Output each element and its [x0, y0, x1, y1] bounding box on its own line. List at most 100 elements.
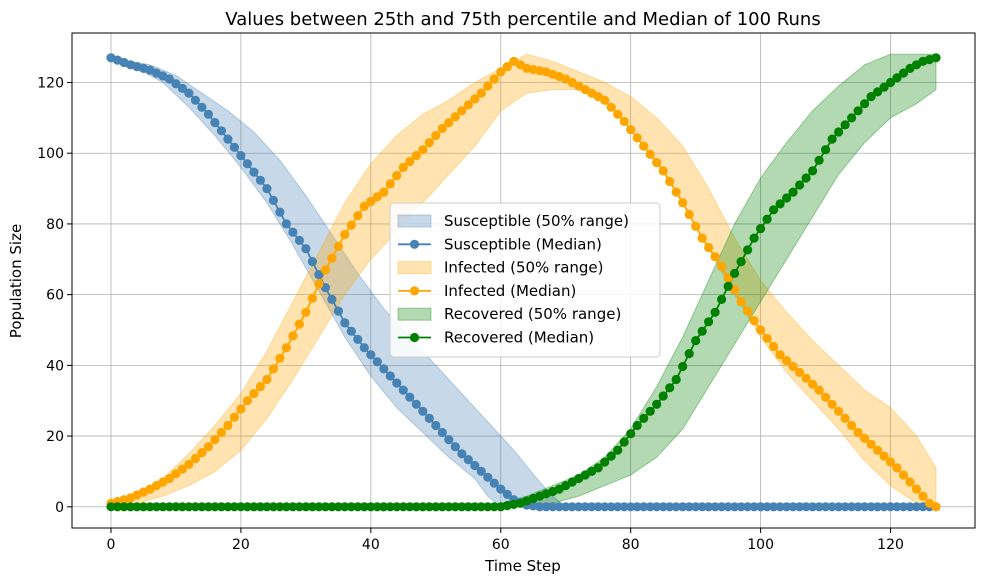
- susceptible-median-point: [743, 502, 753, 512]
- susceptible-median-point: [340, 318, 350, 328]
- y-tick-label: 120: [37, 76, 64, 92]
- susceptible-median-point: [762, 502, 772, 512]
- recovered-median-point: [242, 502, 252, 512]
- recovered-median-point: [613, 445, 623, 455]
- infected-median-point: [931, 502, 941, 512]
- infected-median-point: [626, 125, 636, 135]
- infected-median-point: [242, 396, 252, 406]
- infected-median-point: [860, 433, 870, 443]
- infected-median-point: [470, 94, 480, 104]
- recovered-median-point: [138, 502, 149, 512]
- infected-median-point: [866, 439, 876, 449]
- susceptible-median-point: [437, 427, 447, 438]
- susceptible-median-point: [665, 502, 675, 512]
- susceptible-median-point: [353, 334, 363, 344]
- susceptible-median-point: [275, 207, 285, 217]
- recovered-median-point: [379, 502, 389, 512]
- infected-median-point: [197, 448, 207, 458]
- infected-median-point: [190, 453, 200, 464]
- recovered-median-point: [671, 374, 681, 385]
- recovered-median-point: [470, 502, 480, 512]
- recovered-median-point: [158, 502, 168, 512]
- recovered-median-point: [177, 502, 187, 512]
- recovered-median-point: [346, 502, 356, 512]
- legend-label: Susceptible (50% range): [444, 212, 629, 230]
- susceptible-median-point: [457, 449, 467, 459]
- susceptible-median-point: [860, 502, 870, 512]
- susceptible-median-point: [639, 502, 649, 512]
- susceptible-median-point: [411, 399, 421, 409]
- recovered-median-point: [125, 502, 136, 512]
- susceptible-median-point: [626, 502, 636, 512]
- recovered-median-point: [665, 383, 675, 393]
- legend: Susceptible (50% range) Susceptible (Medi…: [389, 202, 661, 358]
- infected-median-point: [457, 106, 467, 116]
- recovered-median-point: [359, 502, 369, 512]
- axis-ticks: 0 20 40 60 80 100 120 0 20 40 60 80 100 120: [37, 76, 904, 554]
- recovered-median-point: [717, 294, 727, 304]
- susceptible-median-point: [210, 118, 220, 128]
- infected-median-point: [613, 109, 623, 119]
- susceptible-median-point: [548, 502, 558, 512]
- x-tick-label: 60: [492, 537, 510, 553]
- susceptible-median-point: [892, 502, 902, 512]
- infected-median-point: [288, 331, 298, 341]
- recovered-median-point: [132, 502, 142, 512]
- recovered-median-point: [600, 457, 610, 467]
- recovered-median-point: [879, 82, 889, 92]
- susceptible-median-point: [301, 244, 311, 254]
- recovered-median-point: [756, 224, 766, 234]
- infected-median-point: [795, 367, 805, 377]
- y-tick-label: 0: [55, 500, 64, 516]
- recovered-median-point: [678, 361, 688, 372]
- susceptible-median-point: [229, 142, 239, 152]
- recovered-median-point: [119, 502, 129, 512]
- susceptible-median-point: [808, 502, 818, 512]
- recovered-median-point: [353, 502, 363, 512]
- recovered-median-point: [769, 205, 779, 215]
- infected-median-point: [847, 420, 857, 431]
- legend-swatch-recovered-range: [397, 307, 432, 321]
- infected-median-point: [268, 364, 278, 374]
- susceptible-median-point: [730, 502, 740, 512]
- susceptible-median-point: [821, 502, 831, 512]
- susceptible-median-point: [587, 502, 597, 512]
- y-tick-label: 100: [37, 146, 64, 162]
- recovered-median-point: [873, 87, 883, 97]
- recovered-median-point: [223, 502, 233, 512]
- susceptible-median-point: [652, 502, 662, 512]
- legend-marker-recovered-median: [409, 332, 420, 343]
- susceptible-median-point: [756, 502, 766, 512]
- recovered-median-point: [392, 502, 402, 512]
- susceptible-median-point: [541, 502, 551, 512]
- infected-median-point: [782, 356, 792, 366]
- susceptible-median-point: [866, 502, 876, 512]
- susceptible-median-point: [613, 502, 623, 512]
- infected-median-point: [873, 445, 883, 455]
- susceptible-median-point: [502, 489, 512, 499]
- infected-median-point: [444, 118, 454, 128]
- infected-median-point: [892, 463, 902, 473]
- susceptible-median-point: [795, 502, 805, 512]
- susceptible-median-point: [379, 364, 389, 374]
- recovered-median-point: [801, 173, 811, 183]
- infected-median-point: [801, 373, 811, 383]
- infected-median-point: [769, 341, 779, 352]
- infected-median-point: [223, 420, 233, 431]
- recovered-median-point: [736, 257, 746, 267]
- y-tick-label: 60: [46, 288, 64, 304]
- legend-label: Infected (Median): [444, 282, 576, 300]
- recovered-median-point: [249, 502, 259, 512]
- susceptible-median-point: [905, 502, 915, 512]
- susceptible-median-point: [600, 502, 610, 512]
- susceptible-median-point: [684, 502, 694, 512]
- susceptible-median-point: [769, 502, 779, 512]
- recovered-median-point: [333, 502, 343, 512]
- recovered-median-point: [171, 502, 181, 512]
- infected-median-point: [710, 252, 720, 262]
- x-tick-label: 80: [622, 537, 640, 553]
- susceptible-median-point: [775, 502, 785, 512]
- recovered-median-point: [840, 120, 850, 130]
- recovered-median-point: [730, 268, 740, 278]
